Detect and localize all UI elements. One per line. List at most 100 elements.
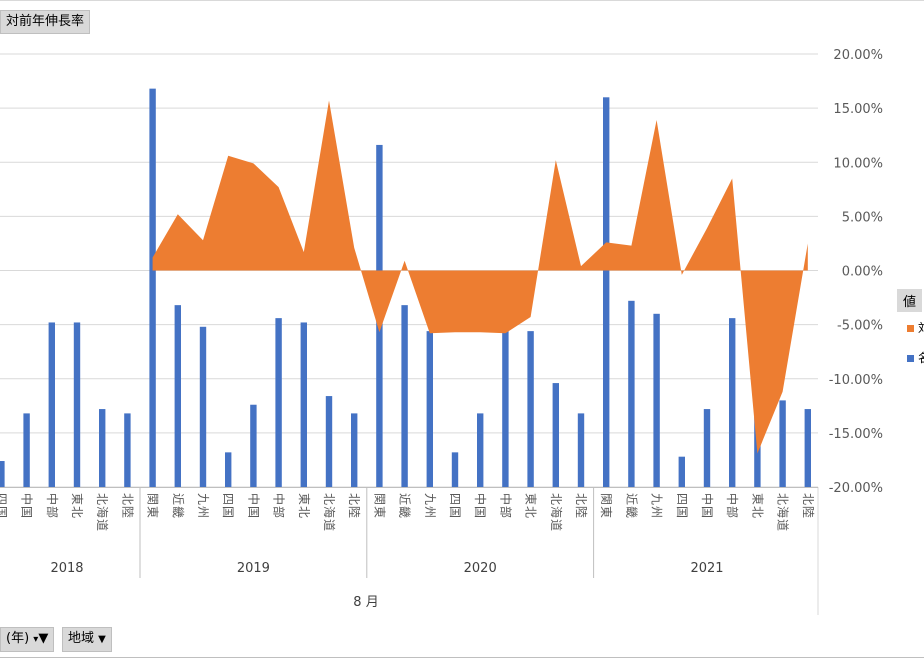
category-label-char: 関 [146,493,160,505]
filter-icon: ▼ [38,631,49,646]
bar [23,413,30,487]
bar [275,318,282,487]
category-label-char: 国 [221,506,235,518]
category-label-char: 東 [599,506,613,518]
bar [351,413,358,487]
category-label: 北海道 [95,493,110,531]
category-label-char: 海 [322,506,337,518]
category-label: 中国 [473,493,488,518]
category-label-char: 国 [246,506,260,518]
category-label-char: 国 [448,506,462,518]
category-label-char: 国 [675,506,689,518]
category-label-char: 道 [776,519,790,531]
bar [552,383,559,487]
category-label: 中部 [498,493,513,518]
category-label-char: 畿 [398,506,412,518]
category-label: 近畿 [624,493,638,518]
right-tick-label: 10.00% [833,156,883,171]
category-label-char: 畿 [624,506,638,518]
legend-title: 値 [897,289,923,312]
category-label: 東北 [70,493,84,518]
year-label: 2021 [690,561,723,576]
bar [174,305,181,487]
bar [603,97,610,488]
category-label: 中部 [272,493,287,518]
region-field-label: 地域 [68,631,95,646]
category-label: 関東 [372,493,386,518]
right-tick-label: -15.00% [829,427,883,442]
category-label-char: 部 [272,506,287,518]
area-shape [152,100,808,454]
year-field-button[interactable]: (年) ▾▼ [0,627,55,652]
category-label-char: 中 [272,493,287,505]
category-label-char: 四 [675,493,689,505]
category-label-char: 中 [45,493,60,505]
category-label: 東北 [524,493,538,518]
category-label: 中部 [45,493,60,518]
category-label: 四国 [0,493,8,518]
category-label: 東北 [750,493,764,518]
bar [527,331,534,487]
category-label-char: 陸 [801,506,815,518]
bar [325,396,333,487]
area-series [152,100,808,454]
category-label-char: 中 [246,493,261,505]
category-label-char: 北 [801,493,815,505]
region-field-button[interactable]: 地域 ▼ [62,627,112,652]
category-label-char: 東 [372,506,386,518]
category-label: 中国 [246,493,261,518]
bar [729,318,736,487]
bar [401,305,408,487]
category-label-char: 畿 [171,506,185,518]
category-label-char: 州 [196,506,210,518]
category-label: 近畿 [398,493,412,518]
category-label-char: 国 [20,506,34,518]
bar [678,456,685,487]
category-label-char: 中 [725,493,740,505]
year-label: 2020 [464,561,497,576]
category-label-char: 北 [347,493,361,505]
legend-swatch-icon [907,325,914,332]
bar-series [0,88,811,488]
category-label: 北陸 [574,493,588,518]
category-label-char: 北 [70,506,84,518]
year-labels: 2018 2019 2020 2021 [50,561,723,576]
category-label: 北陸 [801,493,815,518]
category-label-char: 道 [95,519,109,531]
category-label: 九州 [423,493,437,518]
category-label-char: 近 [398,493,412,505]
category-label-char: 州 [650,506,664,518]
legend-item-bar: 名 [907,349,924,366]
right-tick-label: -5.00% [837,319,883,334]
category-labels: 四国中国中部東北北海道北陸関東近畿九州四国中国中部東北北海道北陸関東近畿九州四国… [0,493,815,531]
data-field-button[interactable]: 対前年伸長率 [0,10,91,34]
bar [300,322,307,487]
category-label-char: 陸 [120,506,134,518]
bar [0,461,5,487]
bar [502,326,509,487]
category-label: 中部 [725,493,740,518]
category-label: 中国 [700,493,715,518]
category-label-char: 東 [70,493,84,505]
bar [653,313,660,487]
category-label-char: 州 [423,506,437,518]
category-label-char: 海 [95,506,110,518]
category-label-char: 部 [498,506,513,518]
right-tick-label: -20.00% [829,481,883,496]
category-label-char: 東 [750,493,764,505]
category-label-char: 部 [45,506,60,518]
month-label: 8 月 [353,595,378,610]
category-label: 四国 [675,493,689,518]
legend-swatch-icon [907,355,914,362]
category-label: 中国 [20,493,35,518]
bar [451,452,459,487]
category-label-char: 近 [171,493,185,505]
category-label-char: 北 [524,506,538,518]
category-label-char: 中 [20,493,35,505]
category-label-char: 道 [322,519,336,531]
category-label: 関東 [599,493,613,518]
category-label-char: 道 [549,519,563,531]
right-axis-ticks: 20.00% 15.00% 10.00% 5.00% 0.00% -5.00% -10.00… [829,48,883,496]
category-label: 東北 [297,493,311,518]
